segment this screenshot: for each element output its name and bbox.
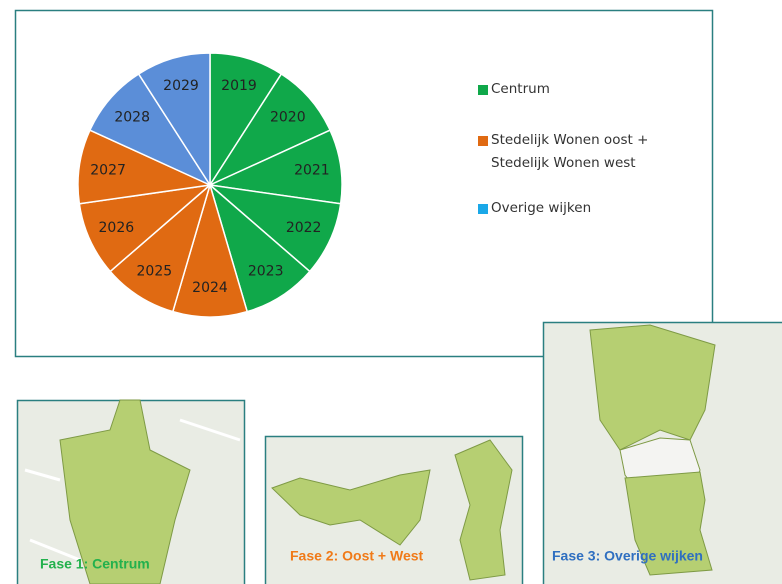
slice-label: 2025 (137, 264, 173, 280)
map-1 (16, 399, 246, 584)
slice-label: 2026 (99, 220, 135, 236)
slice-label: 2029 (163, 78, 199, 94)
legend-label: Centrum (491, 81, 550, 97)
map-2 (264, 435, 524, 584)
pie-slice (137, 52, 211, 188)
legend: Centrum Stedelijk Wonen oost + Stedelijk … (478, 78, 678, 242)
legend-swatch (478, 85, 488, 95)
slice-label: 2028 (114, 110, 150, 126)
legend-swatch (478, 136, 488, 146)
legend-entry: Centrum (478, 78, 678, 101)
slice-label: 2021 (294, 162, 330, 178)
slice-label: 2023 (248, 264, 284, 280)
map-3 (542, 321, 782, 584)
pie: 2019 2020 2021 2022 2023 2024 2025 2026 2027 2028… (77, 52, 343, 318)
legend-swatch (478, 204, 488, 214)
slice-label: 2024 (192, 280, 228, 296)
slice-label: 2027 (90, 162, 126, 178)
map-caption: Fase 1: Centrum (40, 556, 150, 572)
map-caption: Fase 2: Oost + West (290, 548, 424, 564)
slice-label: 2019 (221, 78, 257, 94)
legend-entry: Stedelijk Wonen oost + Stedelijk Wonen w… (478, 129, 678, 175)
legend-label: Stedelijk Wonen oost + Stedelijk Wonen w… (491, 132, 649, 171)
map-caption: Fase 3: Overige wijken (552, 548, 703, 564)
legend-label: Overige wijken (491, 200, 592, 216)
slice-label: 2020 (270, 110, 306, 126)
legend-entry: Overige wijken (478, 197, 678, 220)
slice-label: 2022 (286, 220, 322, 236)
